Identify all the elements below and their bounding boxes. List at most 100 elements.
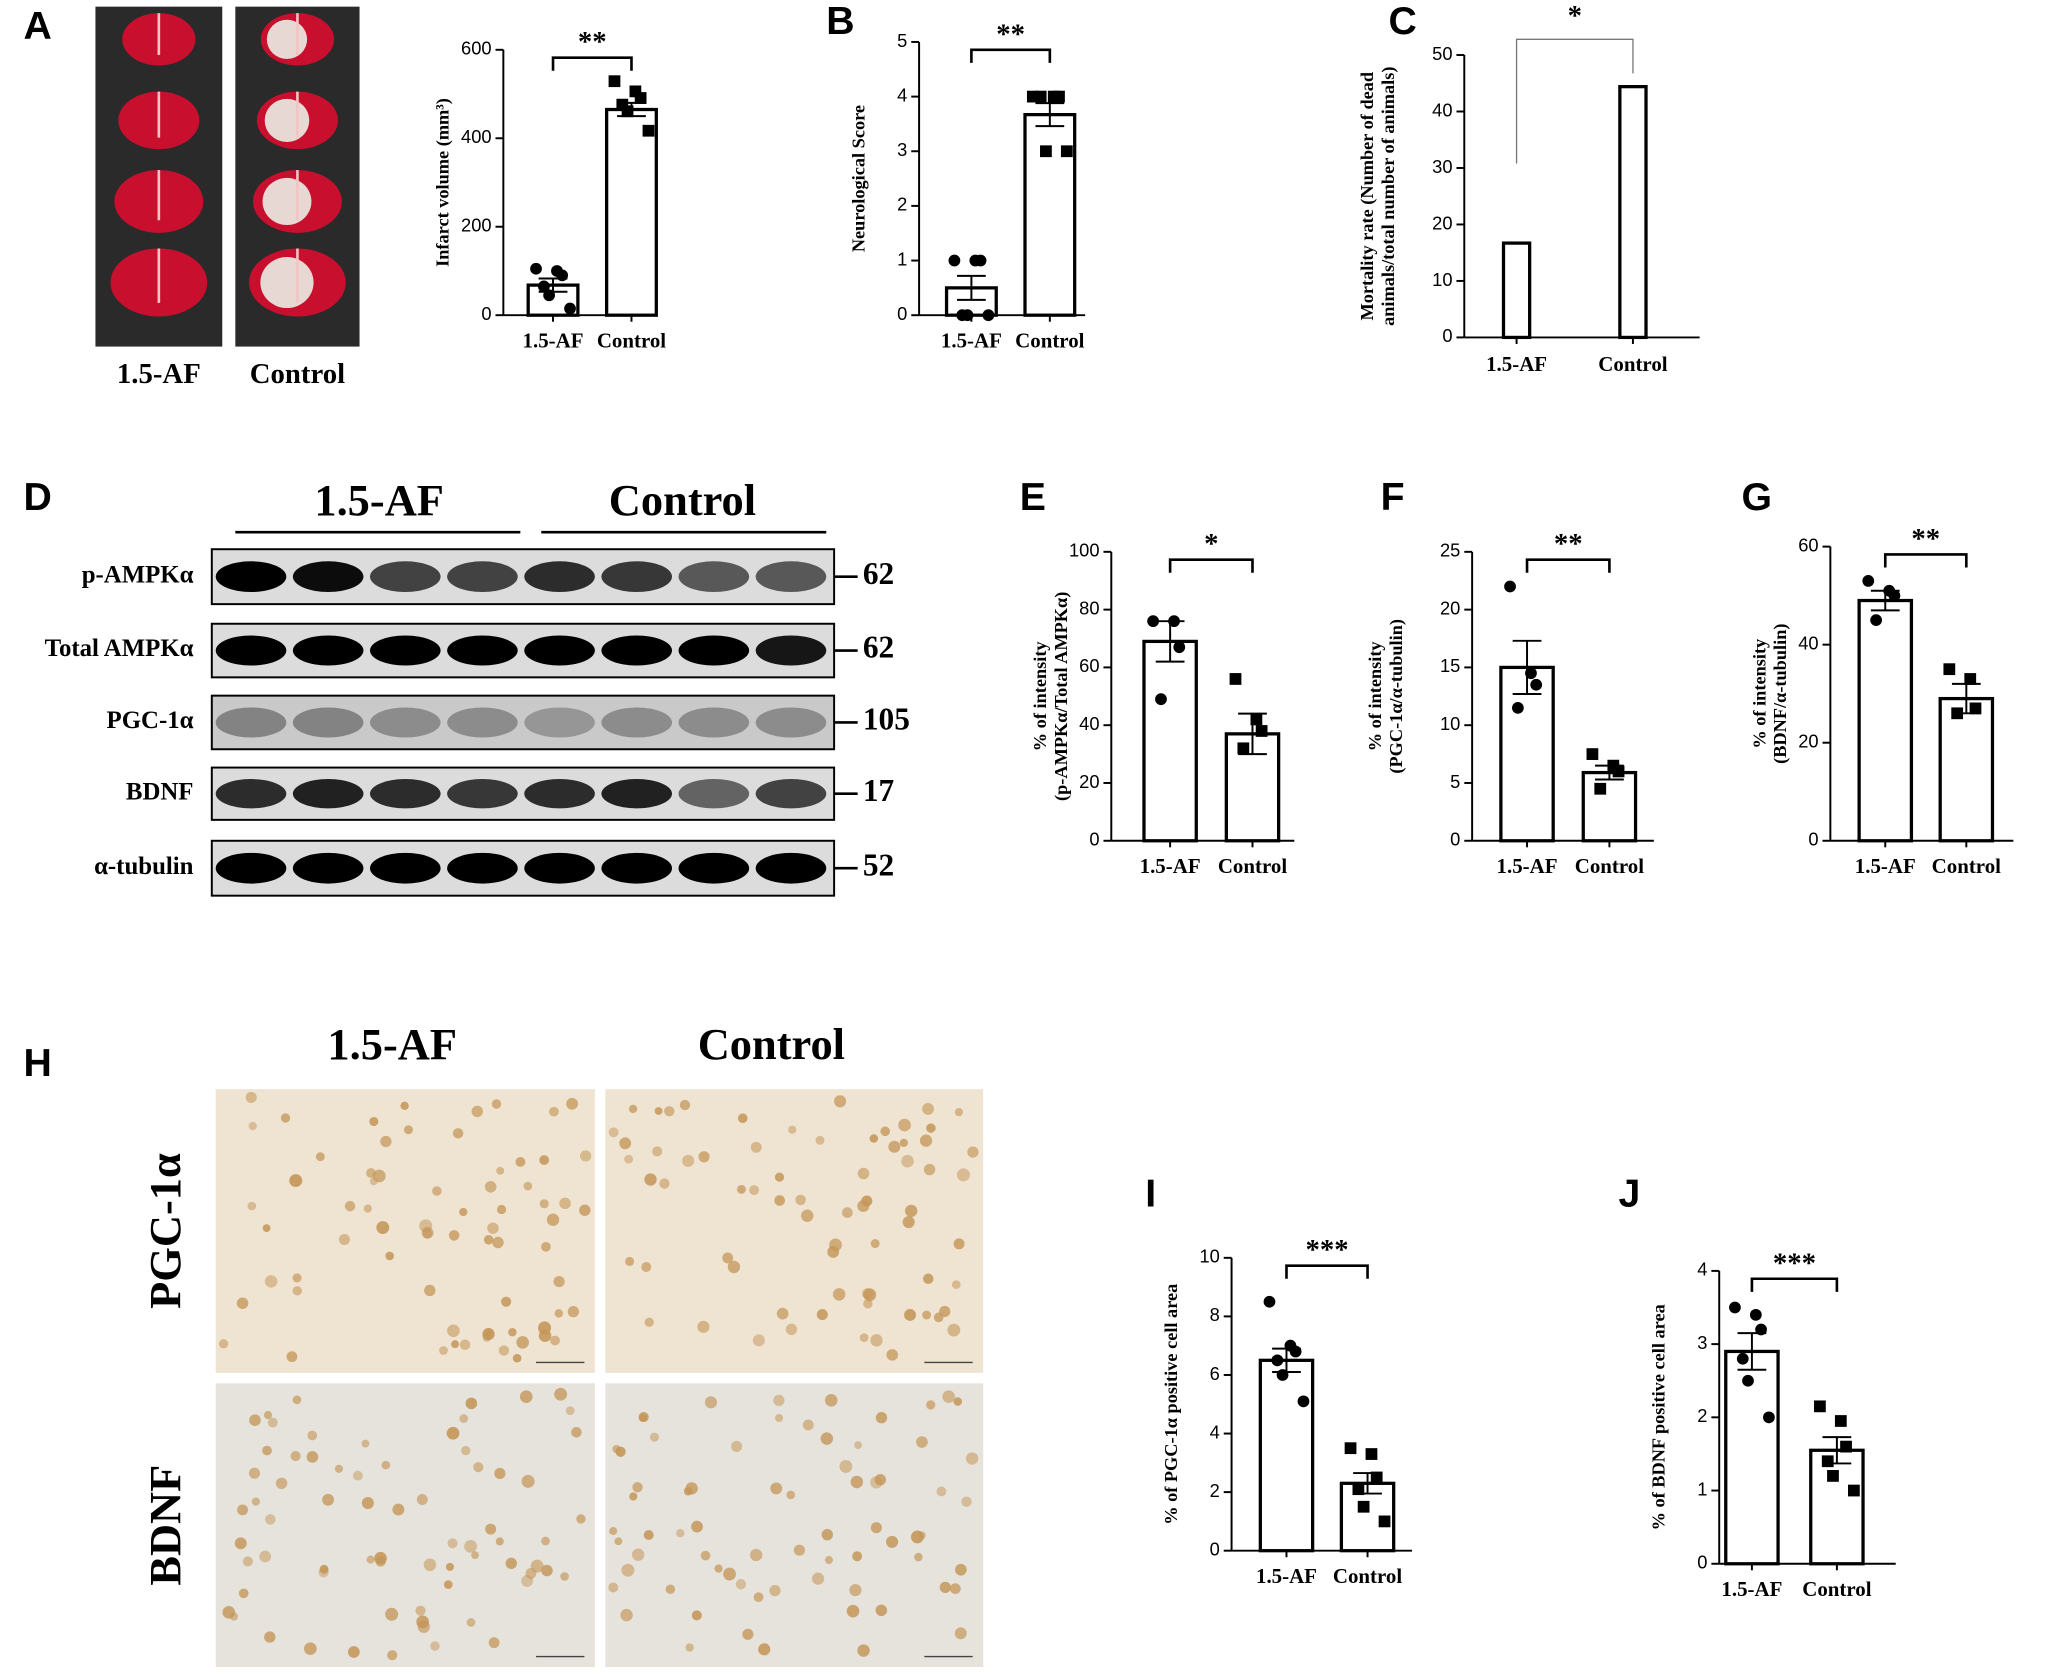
band xyxy=(447,707,518,738)
band xyxy=(755,561,827,593)
nucleus xyxy=(483,1235,494,1245)
band xyxy=(524,561,595,593)
nucleus xyxy=(264,1275,278,1288)
band xyxy=(447,561,518,593)
y-tick-label: 40 xyxy=(1432,99,1452,120)
significance-bracket xyxy=(1285,1264,1369,1279)
band xyxy=(755,852,827,884)
bar xyxy=(1258,1358,1315,1553)
nucleus xyxy=(936,1486,947,1497)
data-point xyxy=(1053,90,1065,103)
nucleus xyxy=(464,1540,477,1553)
nucleus xyxy=(492,1236,504,1249)
nucleus xyxy=(381,1460,391,1470)
nucleus xyxy=(861,1195,873,1207)
nucleus xyxy=(821,1528,833,1541)
data-point xyxy=(1586,748,1599,760)
band xyxy=(678,561,750,593)
data-point xyxy=(1370,1471,1383,1484)
nucleus xyxy=(334,1464,344,1474)
nucleus xyxy=(842,1207,853,1218)
nucleus xyxy=(218,1339,229,1349)
data-point xyxy=(564,302,576,315)
panel-letter: J xyxy=(1619,1172,1641,1216)
x-tick-label: 1.5-AF xyxy=(941,328,1002,352)
nucleus xyxy=(788,1125,797,1134)
nucleus xyxy=(775,1413,784,1423)
significance-bracket xyxy=(1750,1277,1839,1292)
ihc-image xyxy=(605,1383,984,1668)
nucleus xyxy=(916,1436,928,1448)
nucleus xyxy=(926,1123,936,1133)
nucleus xyxy=(385,1607,399,1621)
nucleus xyxy=(643,1529,654,1540)
image-label: Control xyxy=(250,358,345,390)
nucleus xyxy=(348,1646,360,1658)
x-tick-label: 1.5-AF xyxy=(1256,1564,1317,1588)
nucleus xyxy=(923,1163,936,1176)
nucleus xyxy=(530,1559,544,1573)
nucleus xyxy=(727,1260,741,1274)
nucleus xyxy=(459,1339,471,1351)
nucleus xyxy=(652,1146,663,1157)
nucleus xyxy=(466,1618,476,1627)
nucleus xyxy=(947,1323,961,1337)
nucleus xyxy=(238,1588,249,1599)
band xyxy=(601,635,673,666)
band xyxy=(601,852,673,884)
nucleus xyxy=(752,1334,765,1347)
band xyxy=(678,779,750,809)
nucleus xyxy=(654,1107,663,1115)
nucleus xyxy=(820,1432,834,1445)
nucleus xyxy=(560,1572,569,1581)
data-point xyxy=(616,98,629,111)
nucleus xyxy=(519,1390,533,1403)
nucleus xyxy=(956,1168,970,1182)
nucleus xyxy=(967,1146,979,1158)
nucleus xyxy=(834,1095,847,1108)
nucleus xyxy=(922,1310,932,1320)
nucleus xyxy=(439,1346,448,1355)
nucleus xyxy=(292,1395,302,1405)
nucleus xyxy=(416,1615,429,1629)
data-point xyxy=(1026,90,1039,103)
y-tick-label: 4 xyxy=(897,84,907,105)
nucleus xyxy=(824,1556,833,1565)
kda-label: 62 xyxy=(863,556,894,591)
nucleus xyxy=(869,1134,879,1143)
blot-label: PGC-1α xyxy=(107,707,194,734)
bar xyxy=(1581,770,1638,843)
nucleus xyxy=(265,1514,276,1525)
nucleus xyxy=(902,1216,915,1229)
nucleus xyxy=(236,1297,249,1309)
nucleus xyxy=(750,1141,762,1153)
nucleus xyxy=(263,1411,273,1420)
data-point xyxy=(974,254,987,267)
data-point xyxy=(621,105,634,118)
y-tick-label: 0 xyxy=(481,303,491,324)
nucleus xyxy=(849,1583,862,1597)
nucleus xyxy=(795,1194,806,1206)
band xyxy=(678,707,750,738)
band xyxy=(215,707,287,738)
data-point xyxy=(1237,742,1250,755)
nucleus xyxy=(443,1580,453,1589)
kda-label: 17 xyxy=(863,773,894,808)
bar xyxy=(1857,598,1914,843)
x-tick-label: 1.5-AF xyxy=(523,328,584,352)
nucleus xyxy=(550,1335,560,1346)
nucleus xyxy=(638,1412,649,1423)
nucleus xyxy=(922,1102,934,1115)
nucleus xyxy=(259,1550,272,1563)
y-tick-label: 15 xyxy=(1440,655,1460,676)
bar xyxy=(1809,1448,1865,1566)
nucleus xyxy=(839,1460,853,1473)
nucleus xyxy=(447,1538,458,1549)
nucleus xyxy=(319,1564,329,1574)
nucleus xyxy=(644,1317,654,1327)
nucleus xyxy=(267,1417,278,1428)
y-tick-label: 2 xyxy=(1210,1480,1220,1501)
nucleus xyxy=(459,1414,469,1423)
nucleus xyxy=(249,1414,261,1426)
